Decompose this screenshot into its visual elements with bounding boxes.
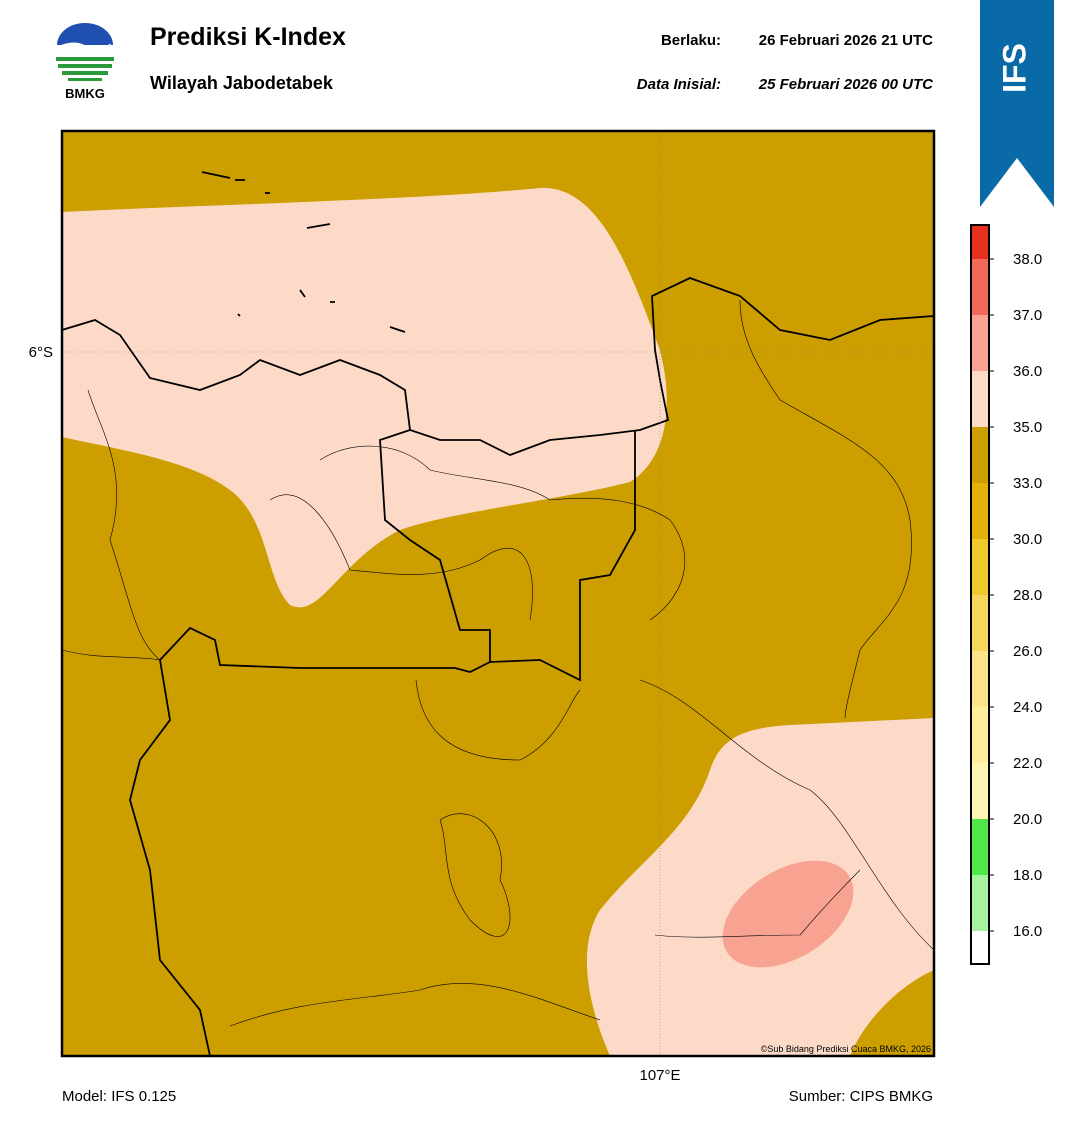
colorbar-label: 18.0 [1013,867,1042,884]
colorbar-label: 20.0 [1013,811,1042,828]
colorbar-swatch [971,707,989,763]
colorbar-label: 30.0 [1013,531,1042,548]
logo-text: BMKG [65,86,105,101]
colorbar-swatch [971,483,989,539]
map-frame [60,129,936,1058]
colorbar-swatch [971,595,989,651]
logo: BMKG [56,23,114,101]
colorbar-label: 22.0 [1013,755,1042,772]
model-badge: IFS [980,0,1054,207]
colorbar-label: 24.0 [1013,699,1042,716]
colorbar-swatch [971,819,989,875]
colorbar-label: 26.0 [1013,643,1042,660]
map-area: ©Sub Bidang Prediksi Cuaca BMKG, 2026 [62,131,934,1056]
badge-text: IFS [996,43,1032,93]
colorbar-swatch [971,371,989,427]
colorbar-label: 36.0 [1013,363,1042,380]
footer-model: Model: IFS 0.125 [62,1088,176,1105]
colorbar-swatch [971,875,989,931]
colorbar: 16.0 18.0 20.0 22.0 24.0 26.0 28.0 30.0 33.0 35.0… [970,224,1042,965]
colorbar-label: 16.0 [1013,923,1042,940]
title: Prediksi K-Index [150,23,346,51]
coastline [62,171,934,1056]
colorbar-label: 35.0 [1013,419,1042,436]
lat-label: 6°S [29,344,53,361]
colorbar-swatch [971,225,989,259]
colorbar-label: 33.0 [1013,475,1042,492]
colorbar-label: 28.0 [1013,587,1042,604]
footer-source: Sumber: CIPS BMKG [789,1088,933,1105]
colorbar-swatch [971,315,989,371]
subtitle: Wilayah Jabodetabek [150,73,334,93]
valid-time: 26 Februari 2026 21 UTC [759,32,933,49]
colorbar-swatch [971,259,989,315]
init-label: Data Inisial: [637,76,721,93]
colorbar-swatch [971,931,989,964]
init-time: 25 Februari 2026 00 UTC [758,76,934,93]
colorbar-swatch [971,427,989,483]
colorbar-label: 37.0 [1013,307,1042,324]
colorbar-swatch [971,763,989,819]
colorbar-swatch [971,651,989,707]
copyright: ©Sub Bidang Prediksi Cuaca BMKG, 2026 [761,1044,931,1054]
valid-label: Berlaku: [661,32,721,49]
colorbar-label: 38.0 [1013,251,1042,268]
district-borders [62,299,934,1027]
colorbar-swatch [971,539,989,595]
lon-label: 107°E [639,1067,680,1084]
